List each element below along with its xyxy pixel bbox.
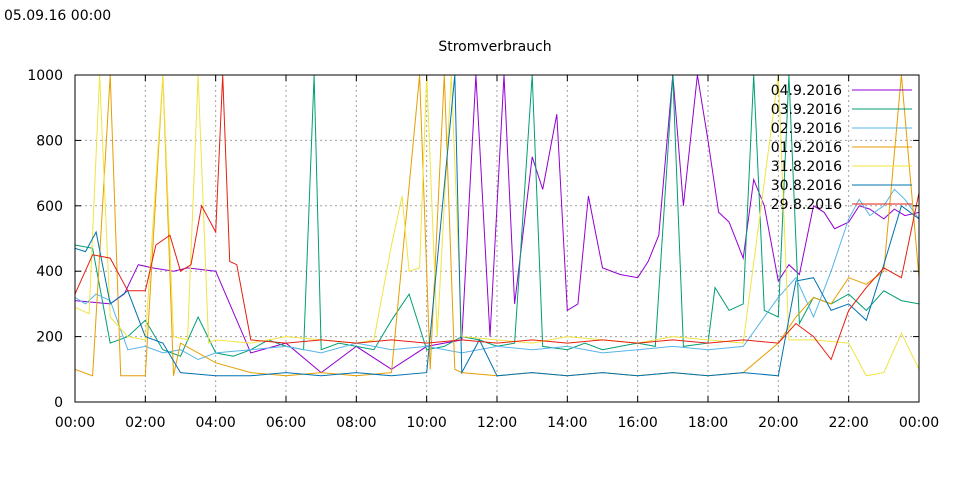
- x-tick-label: 04:00: [195, 415, 235, 431]
- y-tick-label: 0: [54, 395, 63, 411]
- series-layer: [75, 75, 919, 377]
- x-tick-label: 10:00: [406, 415, 446, 431]
- x-tick-label: 14:00: [547, 415, 587, 431]
- x-tick-label: 02:00: [125, 415, 165, 431]
- legend-label: 02.9.2016: [771, 121, 842, 137]
- plot-border: [74, 74, 920, 403]
- y-tick-label: 1000: [27, 68, 63, 84]
- legend: 04.9.2016 03.9.2016 02.9.2016 01.9.2016 31.8…: [771, 83, 912, 213]
- x-tick-label: 18:00: [688, 415, 728, 431]
- x-tick-label: 20:00: [758, 415, 798, 431]
- series-line-7: [75, 75, 919, 361]
- legend-label: 30.8.2016: [771, 178, 842, 194]
- legend-label: 04.9.2016: [771, 83, 842, 99]
- legend-label: 01.9.2016: [771, 140, 842, 156]
- x-tick-label: 00:00: [899, 415, 939, 431]
- series-line-4: [75, 75, 919, 377]
- timestamp: 05.09.16 00:00: [4, 8, 112, 24]
- y-tick-label: 800: [36, 133, 63, 149]
- x-tick-label: 00:00: [55, 415, 95, 431]
- series-line-6: [75, 75, 919, 377]
- x-tick-label: 06:00: [266, 415, 306, 431]
- series-line-5: [75, 75, 919, 377]
- legend-label: 03.9.2016: [771, 102, 842, 118]
- y-tick-label: 400: [36, 264, 63, 280]
- legend-label: 31.8.2016: [771, 159, 842, 175]
- series-line-3: [75, 188, 919, 361]
- legend-label: 29.8.2016: [771, 197, 842, 213]
- x-tick-label: 16:00: [617, 415, 657, 431]
- y-tick-label: 600: [36, 199, 63, 215]
- series-line-2: [75, 75, 919, 357]
- axes: 0 200 400 600 800 1000 00:00 02:00 04:00 06:00 08:…: [27, 68, 939, 431]
- x-tick-label: 08:00: [336, 415, 376, 431]
- x-tick-label: 12:00: [477, 415, 517, 431]
- chart-title: Stromverbrauch: [438, 39, 551, 55]
- x-tick-label: 22:00: [828, 415, 868, 431]
- y-tick-label: 200: [36, 330, 63, 346]
